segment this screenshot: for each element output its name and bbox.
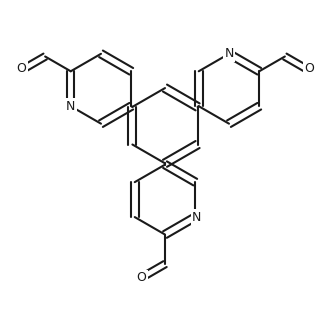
Text: N: N: [224, 47, 234, 60]
Text: O: O: [136, 271, 146, 284]
Text: O: O: [304, 62, 314, 75]
Text: O: O: [16, 62, 26, 75]
Text: N: N: [192, 211, 201, 223]
Text: N: N: [66, 100, 76, 113]
